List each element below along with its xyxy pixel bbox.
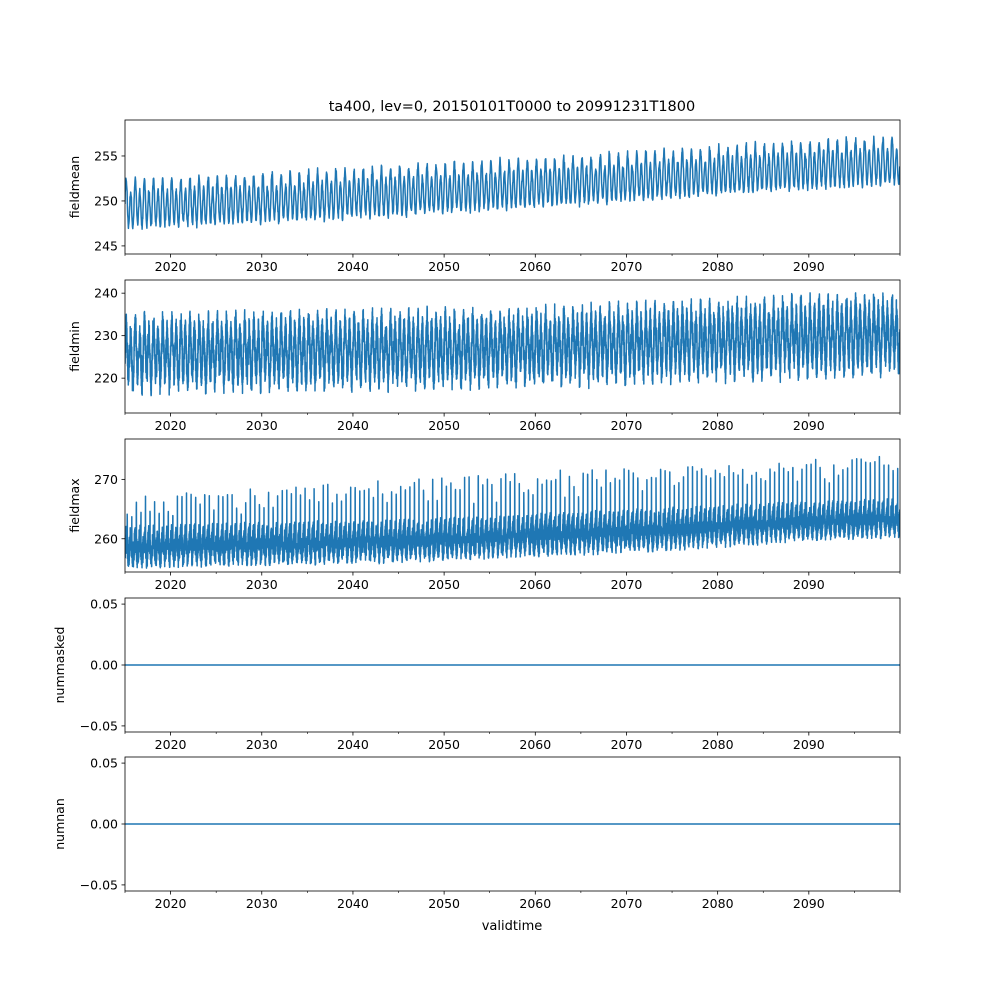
- x-axis-label: validtime: [482, 919, 543, 934]
- x-tick-label: 2090: [793, 737, 825, 752]
- y-tick-label: 270: [94, 472, 118, 487]
- y-tick-label: 260: [94, 531, 118, 546]
- y-axis-label: fieldmean: [67, 156, 82, 218]
- x-tick-label: 2090: [793, 259, 825, 274]
- axes-frame: [124, 279, 901, 414]
- panel-fieldmax: 2020 2030 2040 2050 2060 2070 2080 2090 260 270 fi…: [67, 438, 901, 592]
- x-tick-label: 2030: [246, 577, 278, 592]
- y-axis-label: fieldmax: [67, 478, 82, 532]
- y-tick-label: 250: [94, 193, 118, 208]
- series-line-fieldmin: [125, 292, 900, 397]
- series-line-fieldmax: [125, 455, 900, 569]
- x-tick-label: 2070: [611, 896, 643, 911]
- x-tick-label: 2060: [519, 259, 551, 274]
- x-tick-label: 2020: [155, 896, 187, 911]
- x-tick-label: 2040: [337, 418, 369, 433]
- y-axis-label: numnan: [52, 798, 67, 850]
- x-tick-label: 2020: [155, 418, 187, 433]
- x-tick-label: 2050: [428, 577, 460, 592]
- x-tick-label: 2020: [155, 259, 187, 274]
- x-tick-label: 2070: [611, 259, 643, 274]
- series-line-fieldmean: [125, 135, 900, 230]
- x-tick-label: 2060: [519, 896, 551, 911]
- x-tick-label: 2060: [519, 737, 551, 752]
- x-tick-label: 2040: [337, 259, 369, 274]
- x-tick-label: 2080: [702, 577, 734, 592]
- x-tick-label: 2060: [519, 577, 551, 592]
- y-tick-label: 0.00: [90, 658, 118, 673]
- x-tick-label: 2080: [702, 896, 734, 911]
- x-tick-label: 2050: [428, 259, 460, 274]
- y-tick-label: 240: [94, 286, 118, 301]
- x-tick-label: 2030: [246, 259, 278, 274]
- x-tick-label: 2080: [702, 418, 734, 433]
- y-axis-label: nummasked: [52, 627, 67, 704]
- panel-numnan: 2020 2030 2040 2050 2060 2070 2080 2090 −0.05 0.0…: [52, 756, 901, 911]
- x-tick-label: 2090: [793, 896, 825, 911]
- x-tick-label: 2080: [702, 259, 734, 274]
- x-tick-label: 2090: [793, 418, 825, 433]
- x-tick-label: 2090: [793, 577, 825, 592]
- y-axis-label: fieldmin: [67, 321, 82, 372]
- panel-nummasked: 2020 2030 2040 2050 2060 2070 2080 2090 −0.05 0.0…: [52, 597, 901, 752]
- x-tick-label: 2030: [246, 418, 278, 433]
- x-tick-label: 2030: [246, 896, 278, 911]
- x-tick-label: 2040: [337, 737, 369, 752]
- x-tick-label: 2050: [428, 896, 460, 911]
- x-tick-label: 2060: [519, 418, 551, 433]
- x-tick-label: 2050: [428, 418, 460, 433]
- x-tick-label: 2020: [155, 737, 187, 752]
- panel-fieldmean: 2020 2030 2040 2050 2060 2070 2080 2090 245 250 25…: [67, 119, 901, 274]
- x-tick-label: 2040: [337, 896, 369, 911]
- x-tick-label: 2070: [611, 577, 643, 592]
- y-tick-label: 255: [94, 148, 118, 163]
- y-tick-label: 0.00: [90, 817, 118, 832]
- y-tick-label: 230: [94, 328, 118, 343]
- y-tick-label: −0.05: [80, 718, 118, 733]
- chart-title: ta400, lev=0, 20150101T0000 to 20991231T…: [329, 99, 696, 115]
- x-tick-label: 2070: [611, 418, 643, 433]
- x-tick-label: 2050: [428, 737, 460, 752]
- axes-frame: [124, 438, 901, 573]
- y-tick-label: −0.05: [80, 877, 118, 892]
- y-tick-label: 220: [94, 371, 118, 386]
- y-tick-label: 0.05: [90, 756, 118, 771]
- axes-frame: [124, 119, 901, 255]
- x-tick-label: 2040: [337, 577, 369, 592]
- y-tick-label: 0.05: [90, 597, 118, 612]
- x-tick-label: 2020: [155, 577, 187, 592]
- y-tick-label: 245: [94, 238, 118, 253]
- panel-fieldmin: 2020 2030 2040 2050 2060 2070 2080 2090 220 230 24…: [67, 279, 901, 433]
- x-tick-label: 2070: [611, 737, 643, 752]
- x-tick-label: 2030: [246, 737, 278, 752]
- x-tick-label: 2080: [702, 737, 734, 752]
